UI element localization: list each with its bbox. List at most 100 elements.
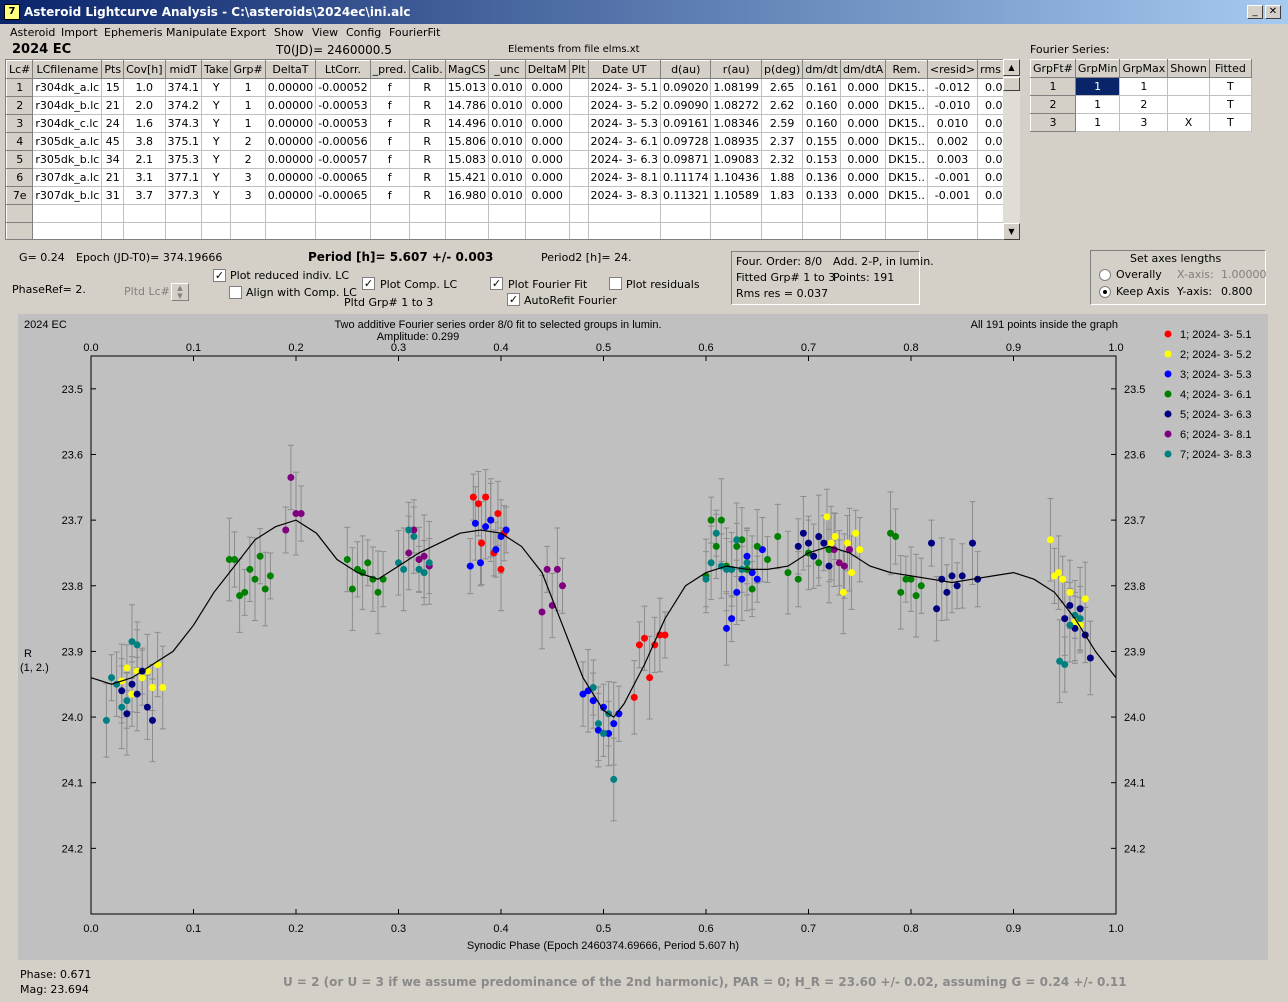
data-point[interactable] [123, 710, 131, 718]
plot-residuals-checkbox[interactable] [609, 277, 622, 290]
table-cell[interactable] [760, 222, 804, 239]
table-cell[interactable]: 3 [230, 186, 266, 205]
table-row[interactable]: 4 r305dk_a.lc 45 3.8 375.1 Y 2 0.00000 -0.00056 f… [6, 132, 1019, 151]
table-cell[interactable]: 0.010 [488, 186, 526, 205]
table-cell[interactable]: 0.160 [802, 96, 841, 115]
data-point[interactable] [589, 684, 597, 692]
table-cell[interactable]: 45 [101, 132, 125, 151]
data-point[interactable] [256, 552, 264, 560]
data-point[interactable] [348, 585, 356, 593]
data-point[interactable] [630, 693, 638, 701]
lc-col-header[interactable]: <resid> [926, 60, 979, 79]
fourier-col-header[interactable]: GrpFt# [1030, 59, 1076, 78]
data-point[interactable] [482, 523, 490, 531]
table-cell[interactable]: 16.980 [444, 186, 490, 205]
table-cell[interactable]: 0.000 [524, 168, 570, 187]
data-point[interactable] [123, 664, 131, 672]
table-cell[interactable]: 0.010 [926, 114, 979, 133]
data-point[interactable] [487, 516, 495, 524]
row-header[interactable]: 7e [6, 186, 34, 205]
data-point[interactable] [553, 565, 561, 573]
table-cell[interactable]: 15.013 [444, 78, 490, 97]
table-cell[interactable] [369, 204, 410, 223]
table-cell[interactable]: 1.10436 [710, 168, 762, 187]
table-cell[interactable] [488, 204, 526, 223]
table-cell[interactable]: 3 [230, 168, 266, 187]
menu-config[interactable]: Config [346, 26, 382, 39]
data-point[interactable] [738, 565, 746, 573]
data-point[interactable] [661, 631, 669, 639]
data-point[interactable] [492, 546, 500, 554]
table-cell[interactable]: 374.3 [164, 114, 203, 133]
table-cell[interactable]: 0.010 [488, 78, 526, 97]
table-cell[interactable]: 0.09161 [659, 114, 712, 133]
table-cell[interactable]: 14.786 [444, 96, 490, 115]
table-cell[interactable]: 1.09083 [710, 150, 762, 169]
lc-col-header[interactable]: Take [201, 60, 232, 79]
table-cell[interactable]: f [369, 150, 410, 169]
data-point[interactable] [912, 592, 920, 600]
data-point[interactable] [810, 552, 818, 560]
data-point[interactable] [712, 529, 720, 537]
table-cell[interactable]: f [369, 96, 410, 115]
data-point[interactable] [943, 588, 951, 596]
table-cell[interactable]: 21 [101, 96, 125, 115]
data-point[interactable] [902, 575, 910, 583]
table-cell[interactable]: 3.1 [123, 168, 166, 187]
table-cell[interactable]: X [1167, 113, 1210, 132]
data-point[interactable] [118, 687, 126, 695]
table-cell[interactable] [444, 204, 490, 223]
table-cell[interactable]: 375.1 [164, 132, 203, 151]
table-cell[interactable] [710, 222, 762, 239]
table-cell[interactable]: 2.37 [760, 132, 804, 151]
data-point[interactable] [846, 546, 853, 554]
data-point[interactable] [892, 533, 900, 541]
table-cell[interactable]: DK15.. [885, 78, 928, 97]
data-point[interactable] [794, 542, 802, 550]
table-cell[interactable]: 0.00000 [264, 96, 317, 115]
data-point[interactable] [1066, 588, 1074, 596]
data-point[interactable] [149, 684, 156, 692]
fourier-col-header[interactable]: Shown [1167, 59, 1210, 78]
data-point[interactable] [831, 533, 839, 541]
minimize-button-2[interactable]: _ [1247, 5, 1263, 19]
row-header[interactable]: 2 [6, 96, 34, 115]
data-point[interactable] [415, 556, 423, 564]
data-point[interactable] [494, 510, 502, 518]
table-cell[interactable]: DK15.. [885, 168, 928, 187]
table-cell[interactable]: 2.32 [760, 150, 804, 169]
data-point[interactable] [400, 565, 408, 573]
lc-table-scrollbar[interactable]: ▲ ▼ [1003, 59, 1020, 240]
table-cell[interactable] [123, 222, 166, 239]
lc-col-header[interactable]: dm/dtA [839, 60, 887, 79]
data-point[interactable] [733, 542, 741, 550]
data-point[interactable] [958, 572, 966, 580]
table-cell[interactable] [32, 204, 103, 223]
data-point[interactable] [128, 638, 136, 646]
table-cell[interactable] [710, 204, 762, 223]
data-point[interactable] [907, 575, 915, 583]
data-point[interactable] [482, 493, 490, 501]
table-cell[interactable]: 0.000 [839, 150, 887, 169]
data-point[interactable] [825, 546, 833, 554]
table-cell[interactable]: f [369, 78, 410, 97]
table-cell[interactable]: 0.000 [839, 132, 887, 151]
table-cell[interactable]: 15 [101, 78, 125, 97]
table-cell[interactable]: 15.806 [444, 132, 490, 151]
data-point[interactable] [478, 539, 486, 547]
data-point[interactable] [469, 493, 477, 501]
lc-col-header[interactable]: Pts [101, 60, 125, 79]
table-cell[interactable]: 21 [101, 168, 125, 187]
data-point[interactable] [928, 539, 935, 547]
table-cell[interactable]: 0.133 [802, 186, 841, 205]
data-point[interactable] [784, 569, 792, 577]
table-cell[interactable]: 14.496 [444, 114, 490, 133]
data-point[interactable] [707, 516, 715, 524]
data-point[interactable] [953, 582, 961, 590]
lc-col-header[interactable]: midT [164, 60, 203, 79]
lc-col-header[interactable]: Calib. [408, 60, 446, 79]
xaxis-value[interactable]: 1.00000 [1221, 268, 1267, 281]
table-cell[interactable]: -0.010 [926, 96, 979, 115]
data-point[interactable] [471, 519, 479, 527]
